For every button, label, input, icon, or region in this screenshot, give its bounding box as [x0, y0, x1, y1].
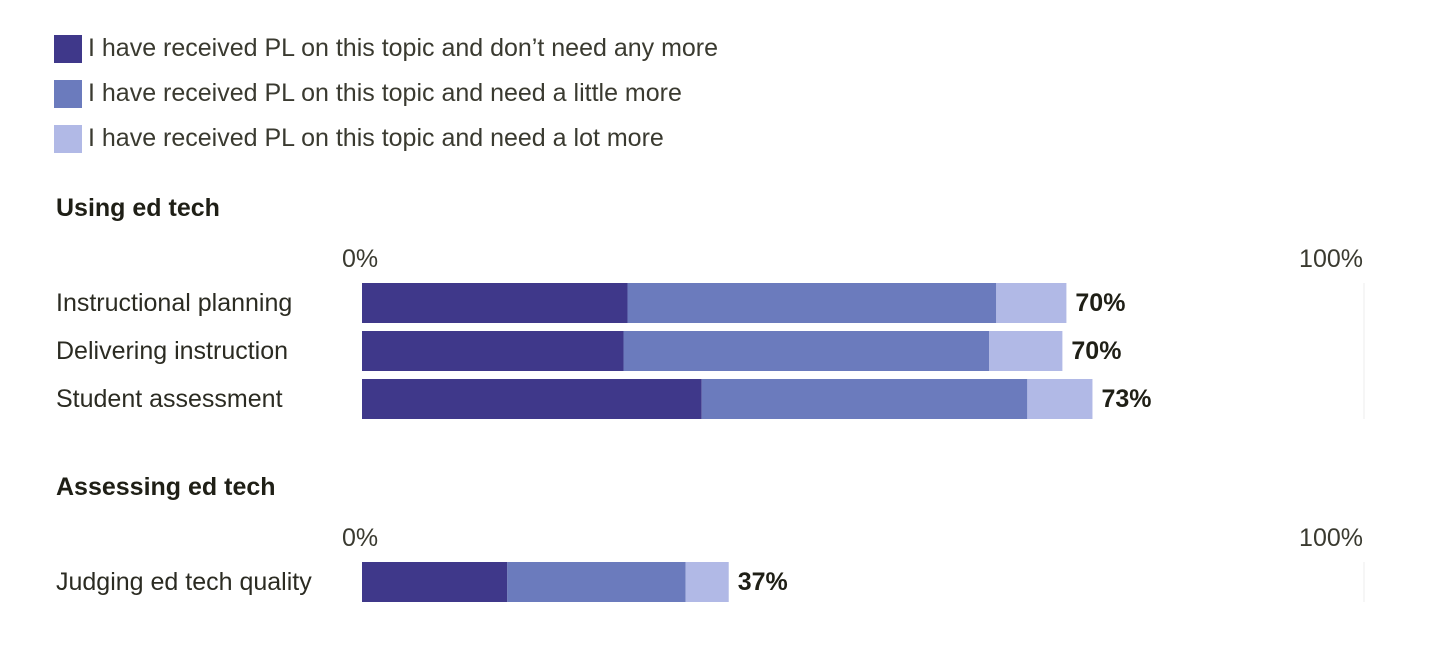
- bar-area-group-2: 37%: [362, 562, 1365, 602]
- bar-segment-lot-more: [685, 562, 729, 602]
- bar-segment-no-more: [362, 379, 702, 419]
- bar-segment-no-more: [362, 331, 624, 371]
- bar-segment-little-more: [701, 379, 1028, 419]
- bar-segment-lot-more: [996, 283, 1067, 323]
- bar-total-label: 70%: [1071, 337, 1121, 365]
- bar-segment-little-more: [627, 283, 997, 323]
- bar-segment-little-more: [507, 562, 686, 602]
- legend-item-no-more: I have received PL on this topic and don…: [54, 26, 718, 71]
- group-title-using-ed-tech: Using ed tech: [56, 194, 220, 222]
- legend-item-little-more: I have received PL on this topic and nee…: [54, 71, 718, 116]
- row-label-student-assessment: Student assessment: [56, 385, 283, 413]
- tick-label-100-group-2: 100%: [1299, 524, 1363, 552]
- legend-swatch-lot-more: [54, 124, 82, 153]
- group-title-assessing-ed-tech: Assessing ed tech: [56, 473, 276, 501]
- legend-swatch-little-more: [54, 79, 82, 108]
- bar-segment-lot-more: [989, 331, 1063, 371]
- bar-segment-little-more: [623, 331, 990, 371]
- legend-swatch-no-more: [54, 34, 82, 63]
- chart-legend: I have received PL on this topic and don…: [54, 26, 718, 161]
- legend-item-lot-more: I have received PL on this topic and nee…: [54, 116, 718, 161]
- bar-total-label: 37%: [738, 568, 788, 596]
- bar-segment-no-more: [362, 562, 508, 602]
- row-label-judging-ed-tech-quality: Judging ed tech quality: [56, 568, 312, 596]
- bar-segment-no-more: [362, 283, 628, 323]
- bar-total-label: 73%: [1101, 385, 1151, 413]
- bar-total-label: 70%: [1075, 289, 1125, 317]
- legend-label-little-more: I have received PL on this topic and nee…: [88, 79, 682, 107]
- row-label-instructional-planning: Instructional planning: [56, 289, 292, 317]
- bar-area-group-1: 70% 70% 73%: [362, 283, 1365, 419]
- tick-label-0-group-1: 0%: [342, 245, 378, 273]
- row-label-delivering-instruction: Delivering instruction: [56, 337, 288, 365]
- tick-label-0-group-2: 0%: [342, 524, 378, 552]
- bar-segment-lot-more: [1027, 379, 1093, 419]
- legend-label-lot-more: I have received PL on this topic and nee…: [88, 124, 664, 152]
- legend-label-no-more: I have received PL on this topic and don…: [88, 34, 719, 62]
- tick-label-100-group-1: 100%: [1299, 245, 1363, 273]
